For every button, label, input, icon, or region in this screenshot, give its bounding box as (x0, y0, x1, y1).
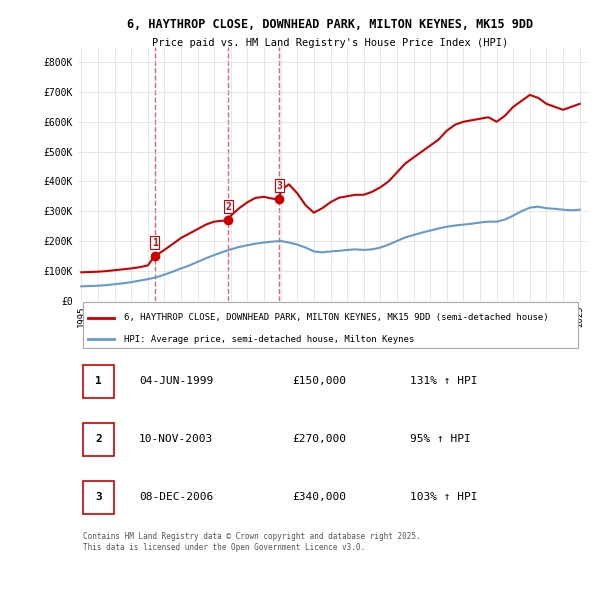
Text: 3: 3 (95, 492, 102, 502)
Text: 1: 1 (152, 238, 158, 248)
Text: 131% ↑ HPI: 131% ↑ HPI (409, 376, 477, 386)
Text: 2: 2 (95, 434, 102, 444)
Text: 08-DEC-2006: 08-DEC-2006 (139, 492, 214, 502)
Text: £270,000: £270,000 (292, 434, 346, 444)
Text: 2: 2 (226, 202, 231, 212)
Text: Price paid vs. HM Land Registry's House Price Index (HPI): Price paid vs. HM Land Registry's House … (152, 38, 508, 48)
Text: 10-NOV-2003: 10-NOV-2003 (139, 434, 214, 444)
Text: Contains HM Land Registry data © Crown copyright and database right 2025.
This d: Contains HM Land Registry data © Crown c… (83, 532, 421, 552)
Text: £150,000: £150,000 (292, 376, 346, 386)
Text: 103% ↑ HPI: 103% ↑ HPI (409, 492, 477, 502)
Text: £340,000: £340,000 (292, 492, 346, 502)
Text: 1: 1 (95, 376, 102, 386)
FancyBboxPatch shape (83, 481, 114, 514)
Text: 6, HAYTHROP CLOSE, DOWNHEAD PARK, MILTON KEYNES, MK15 9DD (semi-detached house): 6, HAYTHROP CLOSE, DOWNHEAD PARK, MILTON… (124, 313, 548, 322)
Text: 04-JUN-1999: 04-JUN-1999 (139, 376, 214, 386)
Text: 3: 3 (277, 181, 282, 191)
Text: HPI: Average price, semi-detached house, Milton Keynes: HPI: Average price, semi-detached house,… (124, 335, 414, 344)
FancyBboxPatch shape (83, 302, 578, 348)
FancyBboxPatch shape (83, 365, 114, 398)
FancyBboxPatch shape (83, 423, 114, 455)
Text: 95% ↑ HPI: 95% ↑ HPI (409, 434, 470, 444)
Text: 6, HAYTHROP CLOSE, DOWNHEAD PARK, MILTON KEYNES, MK15 9DD: 6, HAYTHROP CLOSE, DOWNHEAD PARK, MILTON… (127, 18, 533, 31)
